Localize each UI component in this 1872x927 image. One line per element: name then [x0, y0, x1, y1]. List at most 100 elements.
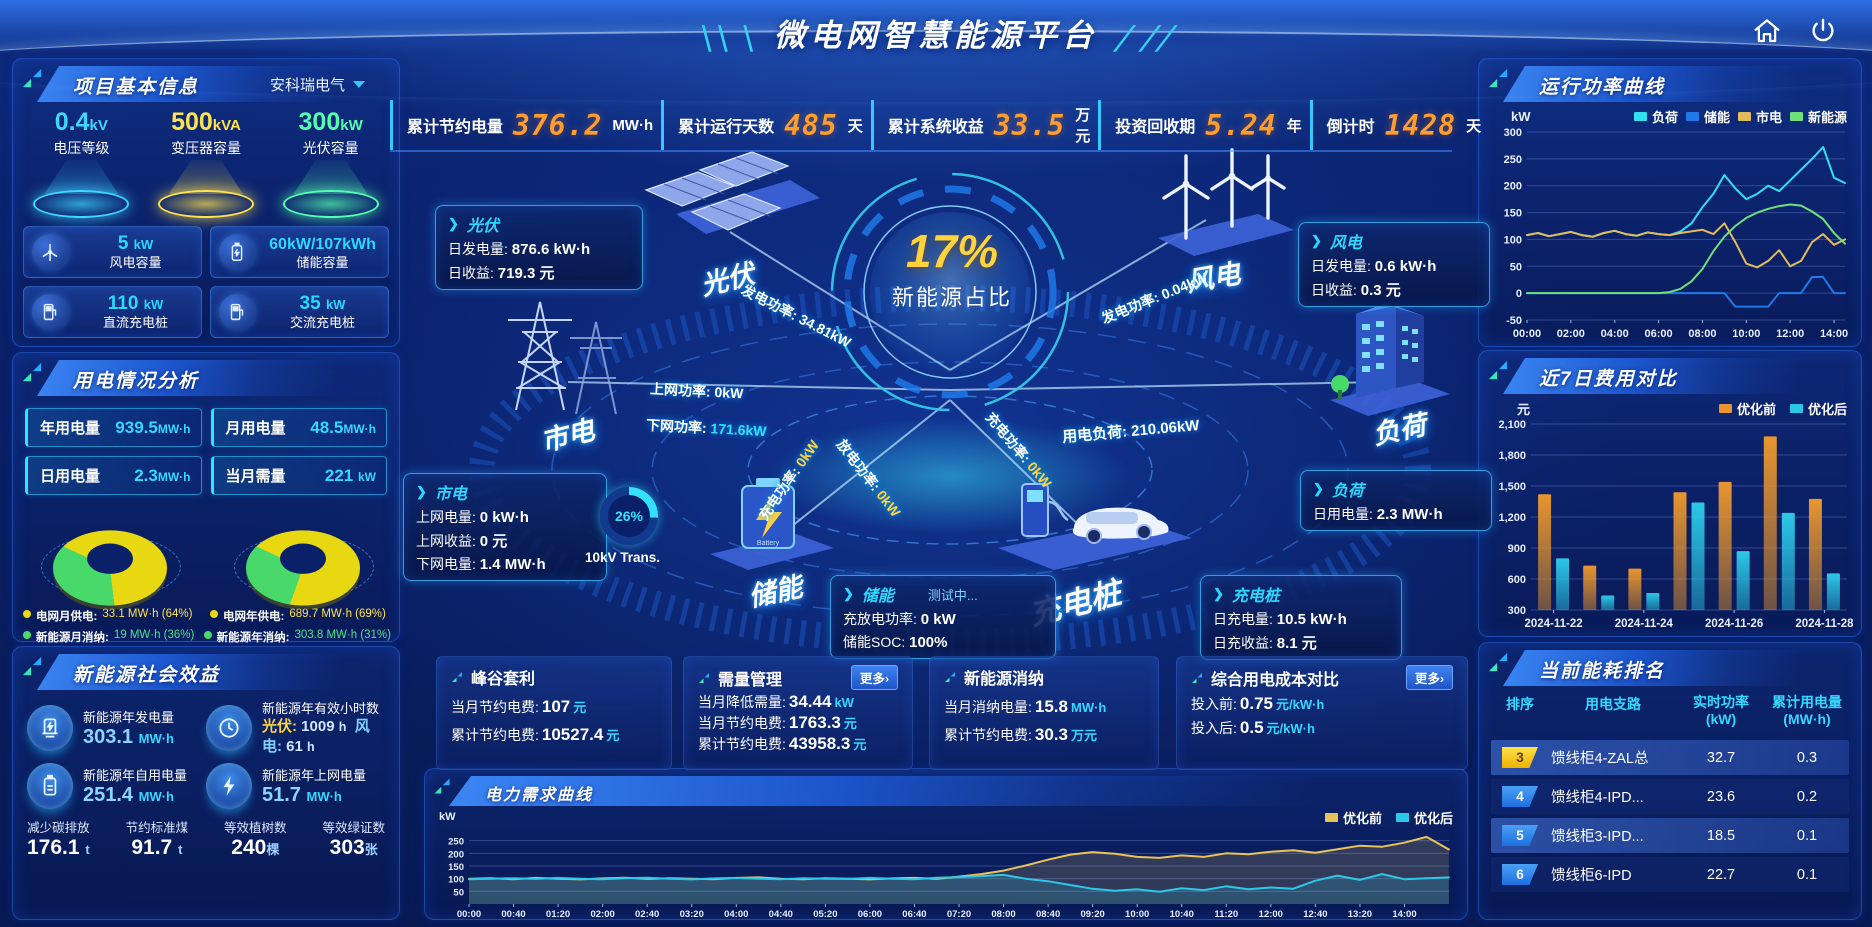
legend-cost-before: 优化前 — [1718, 399, 1776, 418]
kpi-renewable-consumption: 新能源消纳 当月消纳电量: 15.8 MW·h 累计节约电费: 30.3 万元 — [929, 656, 1159, 770]
title-decor-left: ╲╲ ╲ — [698, 26, 756, 51]
chevron-icon: ❯ — [1313, 481, 1324, 496]
panel-corner-icon — [1488, 652, 1508, 672]
load-building-icon — [1330, 304, 1450, 416]
legend-renewable: 新能源 — [1789, 107, 1847, 126]
panel-corner-icon — [945, 672, 955, 682]
ranking-header-row: 排序 用电支路 实时功率 (kW) 累计用电量 (MW·h) — [1506, 694, 1842, 727]
chevron-down-icon — [353, 81, 365, 88]
panel-corner-icon — [452, 672, 462, 682]
ranking-panel-title: 当前能耗排名 — [1539, 661, 1666, 682]
storage-status-badge: 测试中... — [927, 587, 978, 603]
svg-text:08:00: 08:00 — [1688, 328, 1716, 340]
pedestal-voltage: 0.4kV 电压等级 — [22, 108, 140, 218]
svg-text:14:00: 14:00 — [1392, 909, 1416, 920]
card-wind-capacity: 5 kW 风电容量 — [23, 226, 202, 278]
svg-text:-50: -50 — [1506, 315, 1522, 327]
kpi-peak-valley-arbitrage: 峰谷套利 当月节约电费: 107 元 累计节约电费: 10527.4 元 — [436, 656, 672, 770]
svg-text:2024-11-28: 2024-11-28 — [1795, 618, 1853, 630]
svg-text:10:00: 10:00 — [1732, 328, 1760, 340]
svg-text:06:00: 06:00 — [858, 909, 882, 920]
table-row[interactable]: 4 馈线柜4-IPD... 23.6 0.2 — [1491, 779, 1849, 814]
cost-compare-chart[interactable]: 300 600 900 1,200 1,500 1,800 2,100 2024-11-22 2… — [1487, 418, 1854, 630]
stat-month-demand: 当月需量 221 kW — [210, 456, 387, 495]
stat-year-usage: 年用电量 939.5MW·h — [25, 408, 202, 447]
company-dropdown[interactable]: 安科瑞电气 — [270, 74, 365, 95]
rank-badge: 4 — [1502, 786, 1538, 807]
stat-system-income: 累计系统收益 33.5 万元 — [870, 100, 1098, 150]
power-curve-title: 运行功率曲线 — [1539, 77, 1666, 98]
home-icon[interactable] — [1752, 16, 1782, 46]
kpi-cost-comparison: 综合用电成本对比 更多› 投入前: 0.75 元/kW·h 投入后: 0.5 元/kW·h — [1176, 656, 1468, 770]
chevron-icon: ❯ — [1213, 586, 1224, 601]
svg-text:2,100: 2,100 — [1498, 419, 1526, 431]
svg-text:07:20: 07:20 — [947, 909, 971, 920]
wind-turbine-icon — [32, 234, 68, 270]
summary-stats-bar: 累计节约电量 376.2 MW·h 累计运行天数 485 天 累计系统收益 33.5 万元 … — [390, 100, 1481, 152]
svg-text:100: 100 — [1504, 234, 1522, 246]
panel-corner-icon — [699, 672, 709, 683]
svg-text:00:40: 00:40 — [501, 909, 525, 920]
card-storage-capacity: 60kW/107kWh 储能容量 — [210, 226, 389, 278]
renewable-share: 17% 新能源占比 — [872, 224, 1032, 312]
svg-text:10:00: 10:00 — [1125, 909, 1149, 920]
eco-trees-equivalent: 等效植树数 240棵 — [224, 821, 287, 859]
svg-text:11:20: 11:20 — [1214, 909, 1238, 920]
stat-day-usage: 日用电量 2.3MW·h — [25, 456, 202, 495]
svg-text:2024-11-26: 2024-11-26 — [1705, 618, 1763, 630]
renewable-share-value: 17% — [905, 225, 999, 277]
wind-turbines-icon — [1158, 148, 1294, 256]
svg-text:1,500: 1,500 — [1498, 481, 1526, 493]
legend-storage: 储能 — [1685, 107, 1730, 126]
legend-cost-after: 优化后 — [1789, 399, 1847, 418]
rank-badge: 6 — [1502, 864, 1538, 885]
legend-before-optimize: 优化前 — [1324, 808, 1382, 827]
demand-panel-title: 电力需求曲线 — [485, 787, 594, 804]
table-row[interactable]: 5 馈线柜3-IPD... 18.5 0.1 — [1491, 818, 1849, 853]
demand-more-button[interactable]: 更多› — [850, 665, 898, 690]
yearly-energy-donut — [228, 505, 378, 606]
svg-text:09:20: 09:20 — [1080, 909, 1104, 920]
svg-text:100: 100 — [448, 875, 464, 886]
power-icon[interactable] — [1808, 16, 1838, 46]
svg-text:08:00: 08:00 — [991, 909, 1015, 920]
svg-text:04:00: 04:00 — [1601, 328, 1629, 340]
eco-benefit-panel: 新能源社会效益 新能源年发电量 303.1 MW·h 新能源年有效小时数 光伏:… — [12, 646, 400, 920]
svg-text:250: 250 — [1504, 154, 1522, 166]
stat-saved-energy: 累计节约电量 376.2 MW·h — [390, 100, 661, 150]
svg-text:14:00: 14:00 — [1820, 328, 1848, 340]
lightning-icon — [206, 763, 252, 809]
demand-curve-chart[interactable]: 50 100 150 200 250 00:00 00:40 01:20 02:00 02:40 0… — [435, 824, 1457, 920]
panel-corner-icon — [22, 362, 42, 382]
stat-countdown: 倒计时 1428 天 — [1309, 100, 1489, 150]
storage-battery-icon: Battery — [710, 478, 834, 570]
page-title: 微电网智慧能源平台 — [774, 18, 1098, 53]
table-row[interactable]: 6 馈线柜6-IPD 22.7 0.1 — [1491, 857, 1849, 892]
chevron-icon: ❯ — [1311, 233, 1322, 248]
power-curve-chart[interactable]: -50 0 50 100 150 200 250 300 00:00 02:00 04:00 06:0… — [1487, 126, 1853, 340]
svg-text:900: 900 — [1508, 543, 1526, 555]
stat-month-usage: 月用电量 48.5MW·h — [210, 408, 387, 447]
svg-text:1,200: 1,200 — [1498, 512, 1526, 524]
storage-info-box: ❯ 储能 测试中... 充放电功率: 0 kW 储能SOC: 100% — [830, 575, 1056, 659]
cost-compare-panel: 近7日费用对比 元 优化前 优化后 300 600 900 1,200 1,500 1,8… — [1478, 350, 1862, 637]
renewable-share-label: 新能源占比 — [891, 285, 1012, 310]
eco-coal-saved: 节约标准煤 91.7 t — [125, 821, 189, 859]
solar-panels-icon — [644, 151, 820, 234]
clock-icon — [206, 704, 252, 751]
svg-text:300: 300 — [1508, 605, 1526, 617]
svg-text:12:40: 12:40 — [1303, 909, 1327, 920]
cost-more-button[interactable]: 更多› — [1405, 665, 1453, 690]
chevron-icon: ❯ — [416, 484, 427, 499]
legend-renewable-month: 新能源月消纳: 19 MW·h (36%) — [23, 629, 198, 645]
svg-text:02:00: 02:00 — [590, 909, 614, 920]
svg-text:04:40: 04:40 — [769, 909, 793, 920]
table-row[interactable]: 3 馈线柜4-ZAL总 32.7 0.3 — [1491, 740, 1849, 775]
svg-text:150: 150 — [1504, 208, 1522, 220]
header: ╲╲ ╲ 微电网智慧能源平台 ╱ ╱╱ — [0, 10, 1872, 55]
usage-analysis-panel: 用电情况分析 年用电量 939.5MW·h 月用电量 48.5MW·h 日用电量 2.… — [12, 352, 400, 645]
svg-text:06:00: 06:00 — [1645, 328, 1673, 340]
eco-panel-title: 新能源社会效益 — [73, 665, 221, 686]
panel-corner-icon — [1488, 360, 1508, 380]
